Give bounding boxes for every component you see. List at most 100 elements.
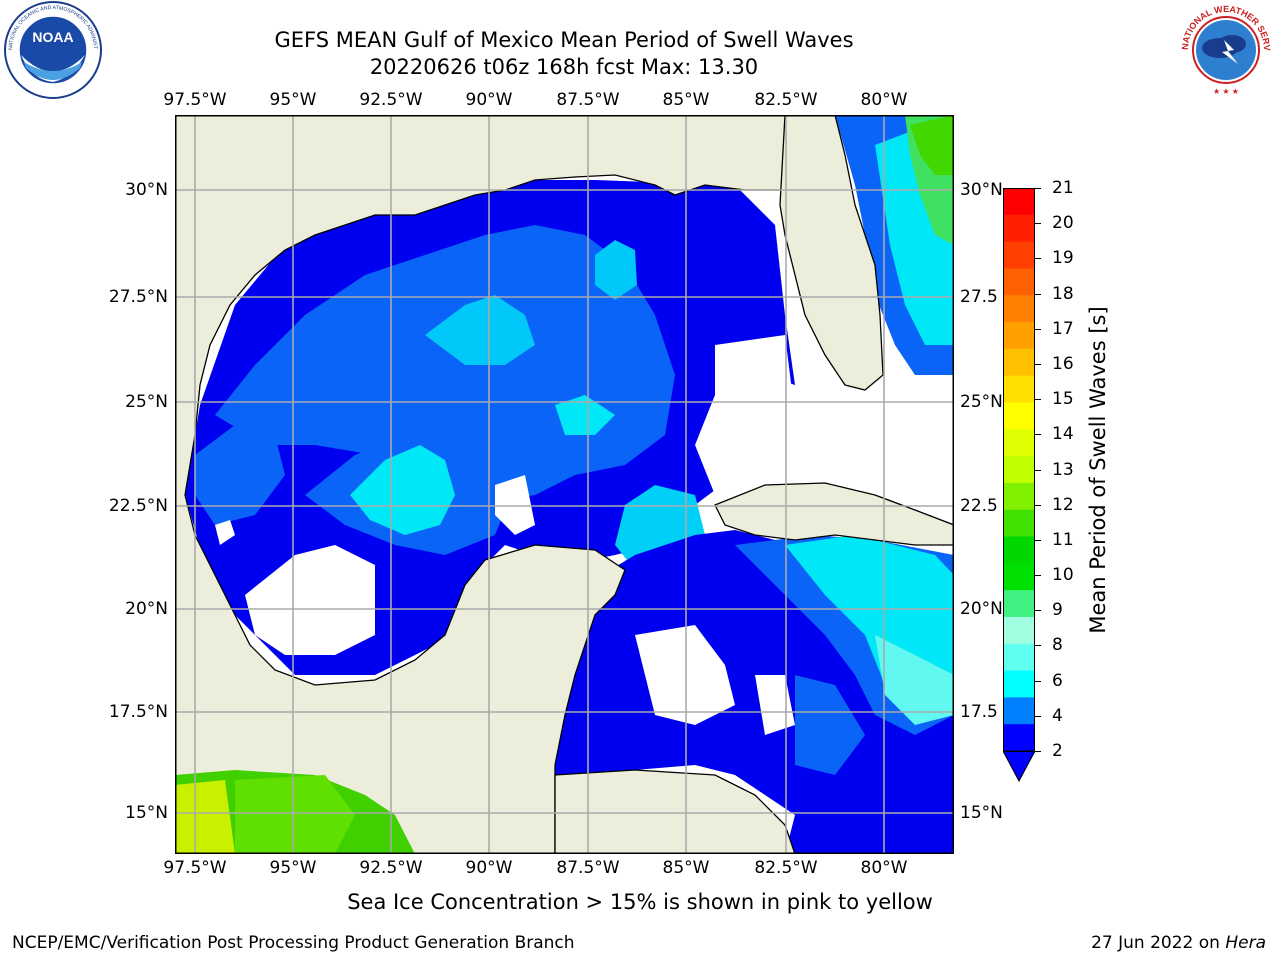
colorbar-swatch [1003,616,1035,645]
colorbar-swatch [1003,536,1035,564]
colorbar-tick-mark [1035,575,1041,577]
lon-label-bottom: 85°W [662,858,710,878]
colorbar-swatch [1003,375,1035,404]
lon-label-top: 97.5°W [163,90,227,110]
colorbar-tick-mark [1035,645,1041,647]
sea-ice-caption: Sea Ice Concentration > 15% is shown in … [347,890,933,914]
colorbar-tick-mark [1035,469,1041,471]
colorbar-tick-label: 6 [1052,670,1063,691]
lat-label-left: 27.5°N [108,287,168,307]
colorbar-swatch [1003,214,1035,243]
lat-label-right: 25°N [960,392,1003,412]
map-title: GEFS MEAN Gulf of Mexico Mean Period of … [274,28,854,52]
lon-label-top: 82.5°W [754,90,818,110]
lon-label-top: 95°W [269,90,317,110]
colorbar-tick-mark [1035,504,1041,506]
lon-label-bottom: 97.5°W [163,858,227,878]
colorbar-tick-mark [1035,188,1041,189]
colorbar-tick-mark [1035,293,1041,295]
colorbar-tick-label: 15 [1052,389,1074,410]
lat-label-right: 27.5 [960,287,998,307]
colorbar-tick-label: 2 [1052,741,1063,761]
colorbar-swatch [1003,509,1035,538]
svg-text:NOAA: NOAA [32,29,73,45]
svg-text:★ ★ ★: ★ ★ ★ [1213,87,1239,96]
colorbar-tick-mark [1035,610,1041,612]
colorbar-swatch [1003,402,1035,430]
lat-label-right: 20°N [960,599,1003,619]
lon-label-bottom: 95°W [269,858,317,878]
lat-label-right: 22.5 [960,496,998,516]
colorbar-swatch [1003,643,1035,672]
map-frame [175,115,954,854]
colorbar-tick-mark [1035,680,1041,682]
colorbar-tick-label: 14 [1052,424,1074,445]
colorbar-tick-label: 12 [1052,494,1074,515]
colorbar-tick-label: 10 [1052,565,1074,586]
colorbar-tick-label: 8 [1052,635,1063,656]
colorbar [1002,188,1036,783]
footer-date: 27 Jun 2022 on Hera [1091,933,1266,953]
lat-label-left: 22.5°N [108,496,168,516]
colorbar-tick-mark [1035,539,1041,541]
colorbar-tick-label: 18 [1052,283,1074,304]
lon-label-bottom: 82.5°W [754,858,818,878]
lon-label-top: 92.5°W [359,90,423,110]
colorbar-swatch [1003,322,1035,350]
lat-label-right: 30°N [960,180,1003,200]
colorbar-tick-mark [1035,751,1041,752]
colorbar-tick-label: 16 [1052,353,1074,374]
colorbar-tick-mark [1035,399,1041,401]
colorbar-tick-label: 17 [1052,318,1074,339]
colorbar-swatch [1003,697,1035,725]
nws-logo: NATIONAL WEATHER SERVICE ★ ★ ★ [1171,0,1278,102]
lon-label-bottom: 92.5°W [359,858,423,878]
lon-label-top: 87.5°W [556,90,620,110]
lat-label-left: 15°N [125,803,168,823]
colorbar-tick-mark [1035,223,1041,225]
lat-label-left: 25°N [125,392,168,412]
colorbar-tick-mark [1035,328,1041,330]
map-panel [175,115,954,854]
colorbar-extend-arrow [1002,750,1036,783]
colorbar-tick-label: 13 [1052,459,1074,480]
colorbar-swatch [1003,429,1035,457]
colorbar-swatch [1003,724,1035,752]
colorbar-tick-label: 9 [1052,600,1063,621]
colorbar-tick-label: 21 [1052,178,1074,198]
colorbar-swatch [1003,348,1035,377]
colorbar-tick-label: 20 [1052,213,1074,234]
swell-field [185,115,954,854]
colorbar-swatch [1003,590,1035,618]
colorbar-tick-mark [1035,363,1041,365]
lon-label-bottom: 90°W [465,858,513,878]
footer-date-text: 27 Jun 2022 on [1091,933,1226,953]
colorbar-swatch [1003,188,1035,216]
colorbar-tick-mark [1035,258,1041,260]
graticule [175,115,954,854]
colorbar-swatch [1003,482,1035,511]
lat-label-right: 17.5 [960,702,998,722]
lon-label-top: 80°W [860,90,908,110]
colorbar-title: Mean Period of Swell Waves [s] [1086,306,1110,634]
lat-label-left: 20°N [125,599,168,619]
colorbar-swatch [1003,563,1035,591]
lat-label-left: 17.5°N [108,702,168,722]
lon-label-bottom: 80°W [860,858,908,878]
colorbar-tick-label: 4 [1052,705,1063,726]
land [175,115,954,854]
lat-label-right: 15°N [960,803,1003,823]
colorbar-tick-label: 19 [1052,248,1074,269]
colorbar-swatch [1003,670,1035,698]
lon-label-top: 85°W [662,90,710,110]
colorbar-tick-mark [1035,434,1041,436]
footer-host: Hera [1225,933,1266,953]
noaa-logo: NOAA NATIONAL OCEANIC AND ATMOSPHERIC AD… [0,0,104,102]
colorbar-tick-label: 11 [1052,529,1074,550]
colorbar-tick-mark [1035,715,1041,717]
colorbar-swatch [1003,456,1035,484]
colorbar-swatch [1003,241,1035,270]
map-subtitle: 20220626 t06z 168h fcst Max: 13.30 [369,55,759,79]
lon-label-bottom: 87.5°W [556,858,620,878]
colorbar-swatch [1003,268,1035,296]
